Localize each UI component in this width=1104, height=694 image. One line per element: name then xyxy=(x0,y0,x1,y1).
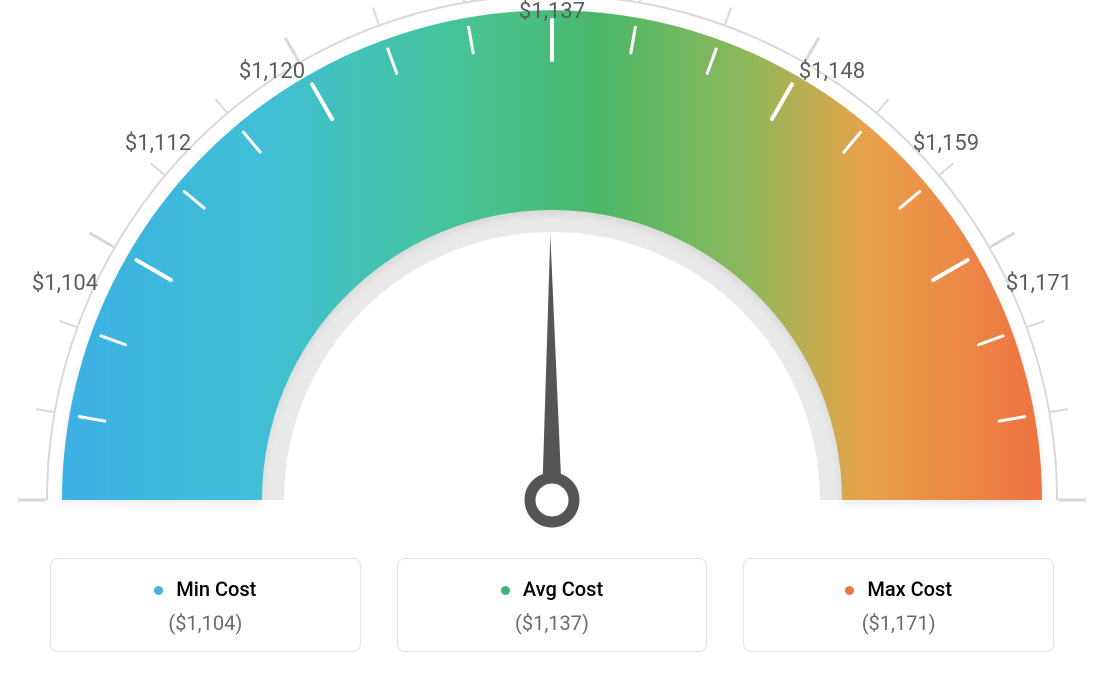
dot-icon xyxy=(154,586,163,595)
legend-row: Min Cost ($1,104) Avg Cost ($1,137) Max … xyxy=(50,558,1054,652)
gauge-tick-label: $1,148 xyxy=(799,59,865,84)
legend-label-text: Min Cost xyxy=(176,577,256,601)
legend-label-text: Avg Cost xyxy=(523,577,603,601)
dot-icon xyxy=(501,586,510,595)
legend-value-avg: ($1,137) xyxy=(410,611,695,635)
legend-label-max: Max Cost xyxy=(756,577,1041,601)
legend-value-max: ($1,171) xyxy=(756,611,1041,635)
legend-label-text: Max Cost xyxy=(867,577,952,601)
gauge-tick-label: $1,112 xyxy=(125,131,191,156)
legend-card-min: Min Cost ($1,104) xyxy=(50,558,361,652)
dot-icon xyxy=(845,586,854,595)
gauge-tick-label: $1,120 xyxy=(239,59,305,84)
legend-value-min: ($1,104) xyxy=(63,611,348,635)
legend-label-avg: Avg Cost xyxy=(410,577,695,601)
gauge-tick-label: $1,137 xyxy=(519,0,585,24)
legend-card-avg: Avg Cost ($1,137) xyxy=(397,558,708,652)
legend-card-max: Max Cost ($1,171) xyxy=(743,558,1054,652)
gauge-tick-label: $1,159 xyxy=(913,131,979,156)
legend-label-min: Min Cost xyxy=(63,577,348,601)
gauge-tick-label: $1,171 xyxy=(1006,271,1072,296)
gauge-tick-label: $1,104 xyxy=(32,271,98,296)
cost-gauge-chart: $1,104 $1,112 $1,120 $1,137 $1,148 $1,159 $1,1… xyxy=(0,0,1104,690)
